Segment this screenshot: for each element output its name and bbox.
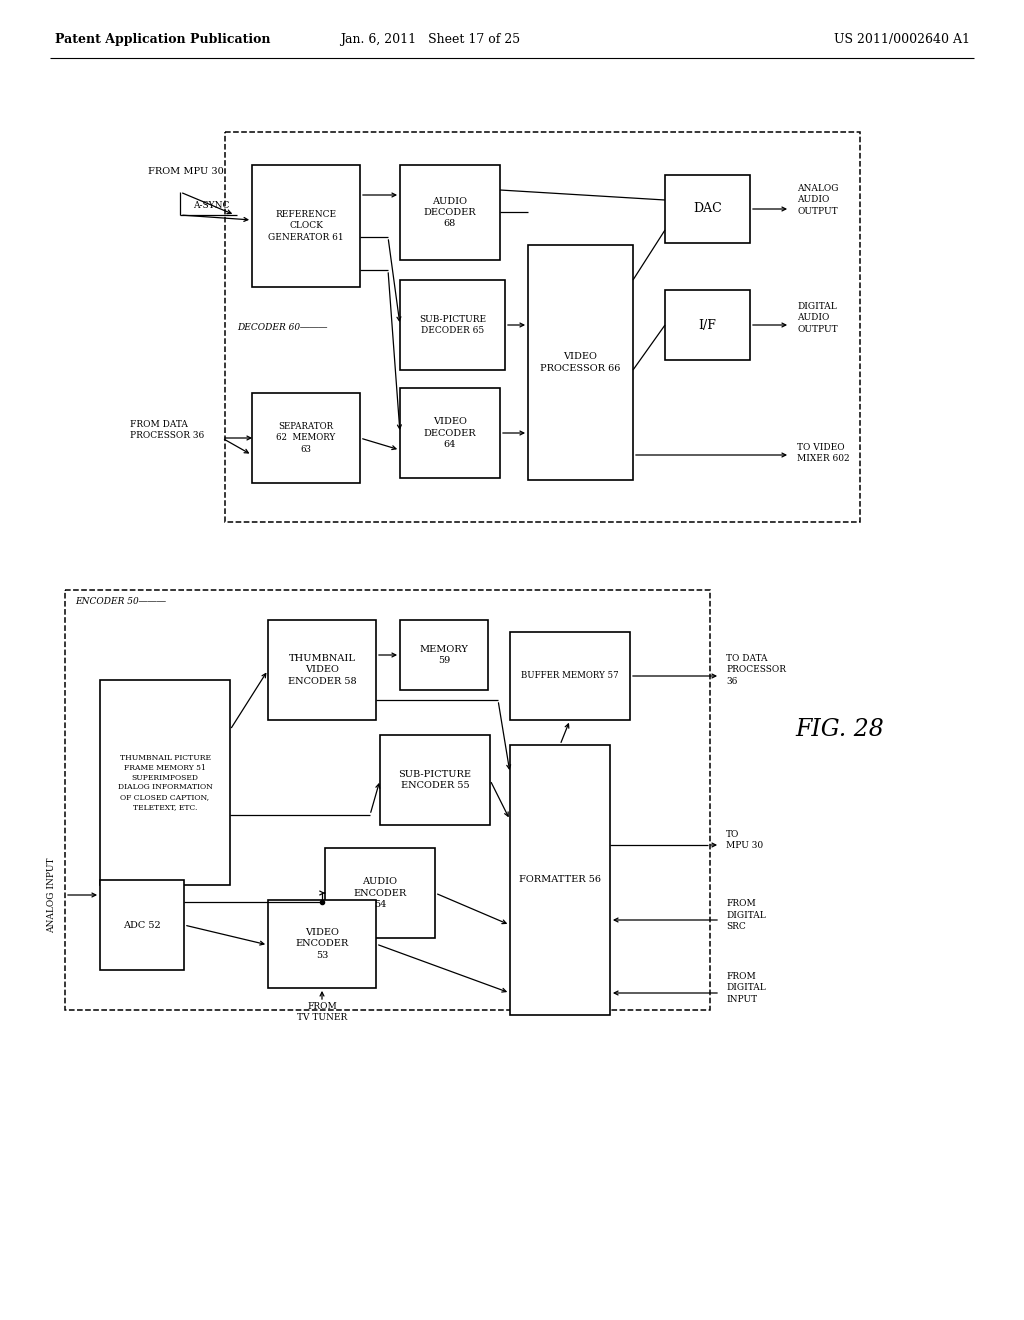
- Text: ANALOG
AUDIO
OUTPUT: ANALOG AUDIO OUTPUT: [797, 185, 839, 215]
- Text: ANALOG INPUT: ANALOG INPUT: [47, 857, 56, 933]
- Text: SEPARATOR
62  MEMORY
63: SEPARATOR 62 MEMORY 63: [276, 422, 336, 454]
- Text: DECODER 60―――: DECODER 60―――: [237, 322, 327, 331]
- Text: Jan. 6, 2011   Sheet 17 of 25: Jan. 6, 2011 Sheet 17 of 25: [340, 33, 520, 46]
- Bar: [400, 280, 505, 370]
- Bar: [252, 393, 360, 483]
- Text: AUDIO
DECODER
68: AUDIO DECODER 68: [424, 197, 476, 228]
- Text: VIDEO
ENCODER
53: VIDEO ENCODER 53: [295, 928, 348, 960]
- Text: FROM
DIGITAL
INPUT: FROM DIGITAL INPUT: [726, 973, 766, 1003]
- Bar: [100, 680, 230, 884]
- Text: TO DATA
PROCESSOR
36: TO DATA PROCESSOR 36: [726, 655, 786, 685]
- Text: FROM DATA
PROCESSOR 36: FROM DATA PROCESSOR 36: [130, 420, 204, 440]
- Text: DAC: DAC: [693, 202, 722, 215]
- Bar: [665, 290, 750, 360]
- Text: AUDIO
ENCODER
54: AUDIO ENCODER 54: [353, 878, 407, 908]
- Bar: [380, 735, 490, 825]
- Bar: [528, 246, 633, 480]
- Text: ADC 52: ADC 52: [123, 920, 161, 929]
- Text: VIDEO
DECODER
64: VIDEO DECODER 64: [424, 417, 476, 449]
- Text: ENCODER 50―――: ENCODER 50―――: [75, 598, 166, 606]
- Text: FROM
TV TUNER: FROM TV TUNER: [297, 1002, 347, 1022]
- Text: FIG. 28: FIG. 28: [796, 718, 885, 742]
- Text: Patent Application Publication: Patent Application Publication: [55, 33, 270, 46]
- Text: I/F: I/F: [698, 318, 717, 331]
- Text: TO
MPU 30: TO MPU 30: [726, 830, 763, 850]
- Text: MEMORY
59: MEMORY 59: [420, 645, 468, 665]
- Text: SUB-PICTURE
ENCODER 55: SUB-PICTURE ENCODER 55: [398, 770, 471, 791]
- Text: SUB-PICTURE
DECODER 65: SUB-PICTURE DECODER 65: [419, 315, 486, 335]
- Text: DIGITAL
AUDIO
OUTPUT: DIGITAL AUDIO OUTPUT: [797, 302, 838, 334]
- Bar: [400, 388, 500, 478]
- Bar: [510, 632, 630, 719]
- Bar: [100, 880, 184, 970]
- Text: REFERENCE
CLOCK
GENERATOR 61: REFERENCE CLOCK GENERATOR 61: [268, 210, 344, 242]
- Text: VIDEO
PROCESSOR 66: VIDEO PROCESSOR 66: [541, 352, 621, 372]
- Text: THUMBNAIL PICTURE
FRAME MEMORY 51
SUPERIMPOSED
DIALOG INFORMATION
OF CLOSED CAPT: THUMBNAIL PICTURE FRAME MEMORY 51 SUPERI…: [118, 754, 212, 810]
- Text: FROM MPU 30: FROM MPU 30: [148, 168, 224, 177]
- Text: TO VIDEO
MIXER 602: TO VIDEO MIXER 602: [797, 444, 850, 463]
- Bar: [268, 900, 376, 987]
- Text: FORMATTER 56: FORMATTER 56: [519, 875, 601, 884]
- Bar: [268, 620, 376, 719]
- Bar: [65, 590, 710, 1010]
- Bar: [400, 620, 488, 690]
- Text: A-SYNC: A-SYNC: [193, 201, 229, 210]
- Bar: [225, 132, 860, 521]
- Bar: [400, 165, 500, 260]
- Text: BUFFER MEMORY 57: BUFFER MEMORY 57: [521, 672, 618, 681]
- Text: US 2011/0002640 A1: US 2011/0002640 A1: [834, 33, 970, 46]
- Bar: [665, 176, 750, 243]
- Text: FROM
DIGITAL
SRC: FROM DIGITAL SRC: [726, 899, 766, 931]
- Text: THUMBNAIL
VIDEO
ENCODER 58: THUMBNAIL VIDEO ENCODER 58: [288, 655, 356, 685]
- Bar: [252, 165, 360, 286]
- Bar: [510, 744, 610, 1015]
- Bar: [325, 847, 435, 939]
